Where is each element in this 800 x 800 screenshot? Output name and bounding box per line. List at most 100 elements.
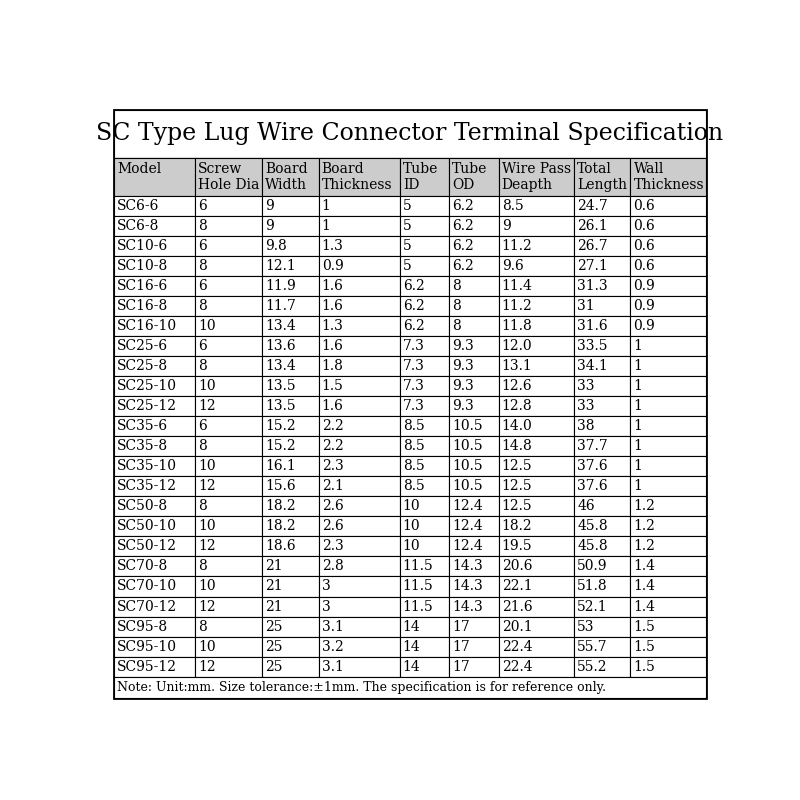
Text: 10: 10 xyxy=(402,519,421,534)
Text: 37.6: 37.6 xyxy=(578,459,608,474)
Bar xyxy=(400,436,449,456)
Text: 1.3: 1.3 xyxy=(322,319,344,334)
Text: 1.4: 1.4 xyxy=(634,599,655,614)
Text: 15.6: 15.6 xyxy=(266,479,296,494)
Bar xyxy=(400,517,449,537)
Text: SC50-8: SC50-8 xyxy=(117,499,168,514)
Text: 7.3: 7.3 xyxy=(402,359,425,374)
Bar xyxy=(449,637,498,657)
Text: 10: 10 xyxy=(198,519,216,534)
Bar xyxy=(114,597,195,617)
Text: 13.5: 13.5 xyxy=(266,399,296,414)
Text: SC25-6: SC25-6 xyxy=(117,339,168,354)
Text: 3.2: 3.2 xyxy=(322,639,343,654)
Bar xyxy=(262,657,318,677)
Text: 1: 1 xyxy=(634,359,642,374)
Bar xyxy=(114,376,195,396)
Text: Thickness: Thickness xyxy=(634,178,704,191)
Text: 13.4: 13.4 xyxy=(266,319,296,334)
Text: 33.5: 33.5 xyxy=(578,339,608,354)
Text: 6: 6 xyxy=(198,199,207,213)
Bar xyxy=(630,296,706,316)
Bar xyxy=(400,597,449,617)
Bar xyxy=(195,316,262,336)
Bar xyxy=(114,476,195,496)
Bar xyxy=(195,456,262,476)
Text: 22.1: 22.1 xyxy=(502,579,532,594)
Text: 12: 12 xyxy=(198,659,216,674)
Text: 12: 12 xyxy=(198,599,216,614)
Bar xyxy=(318,276,400,296)
Bar xyxy=(574,657,630,677)
Bar xyxy=(574,256,630,276)
Bar xyxy=(498,296,574,316)
Bar xyxy=(574,376,630,396)
Text: 0.6: 0.6 xyxy=(634,259,655,273)
Text: 12.5: 12.5 xyxy=(502,479,532,494)
Text: 2.8: 2.8 xyxy=(322,559,343,574)
Bar xyxy=(195,256,262,276)
Text: Hole Dia: Hole Dia xyxy=(198,178,259,191)
Text: 7.3: 7.3 xyxy=(402,399,425,414)
Bar xyxy=(574,456,630,476)
Text: 22.4: 22.4 xyxy=(502,659,532,674)
Bar xyxy=(498,617,574,637)
Bar xyxy=(630,356,706,376)
Text: SC50-12: SC50-12 xyxy=(117,539,177,554)
Bar xyxy=(630,617,706,637)
Bar xyxy=(574,557,630,577)
Bar xyxy=(449,537,498,557)
Text: 1.2: 1.2 xyxy=(634,539,655,554)
Text: 3: 3 xyxy=(322,599,330,614)
Text: SC50-10: SC50-10 xyxy=(117,519,177,534)
Bar xyxy=(114,456,195,476)
Bar xyxy=(195,436,262,456)
Text: 26.7: 26.7 xyxy=(578,239,608,253)
Bar xyxy=(262,517,318,537)
Text: 8: 8 xyxy=(198,439,207,454)
Text: 12.6: 12.6 xyxy=(502,379,532,394)
Text: 12.5: 12.5 xyxy=(502,499,532,514)
Text: 1.5: 1.5 xyxy=(322,379,344,394)
Text: 6: 6 xyxy=(198,239,207,253)
Text: 6.2: 6.2 xyxy=(452,259,474,273)
Text: SC25-12: SC25-12 xyxy=(117,399,177,414)
Text: 1.5: 1.5 xyxy=(634,639,655,654)
Text: SC16-10: SC16-10 xyxy=(117,319,177,334)
Text: 1.5: 1.5 xyxy=(634,619,655,634)
Text: 24.7: 24.7 xyxy=(578,199,608,213)
Bar xyxy=(449,158,498,196)
Bar xyxy=(318,256,400,276)
Bar xyxy=(449,336,498,356)
Bar xyxy=(318,158,400,196)
Bar xyxy=(114,496,195,517)
Bar xyxy=(574,158,630,196)
Text: 13.1: 13.1 xyxy=(502,359,533,374)
Bar xyxy=(262,496,318,517)
Text: 2.6: 2.6 xyxy=(322,519,343,534)
Bar xyxy=(400,456,449,476)
Bar xyxy=(574,216,630,236)
Text: SC95-10: SC95-10 xyxy=(117,639,177,654)
Text: 1.4: 1.4 xyxy=(634,579,655,594)
Text: 1: 1 xyxy=(634,479,642,494)
Text: SC35-12: SC35-12 xyxy=(117,479,177,494)
Bar xyxy=(449,557,498,577)
Bar xyxy=(318,296,400,316)
Bar xyxy=(114,356,195,376)
Bar xyxy=(630,216,706,236)
Bar xyxy=(630,396,706,416)
Text: 26.1: 26.1 xyxy=(578,219,608,233)
Bar xyxy=(114,158,706,196)
Bar xyxy=(498,256,574,276)
Bar xyxy=(262,597,318,617)
Text: SC70-10: SC70-10 xyxy=(117,579,177,594)
Bar xyxy=(574,537,630,557)
Bar xyxy=(195,336,262,356)
Bar xyxy=(449,416,498,436)
Bar xyxy=(574,476,630,496)
Text: 1.3: 1.3 xyxy=(322,239,344,253)
Text: 52.1: 52.1 xyxy=(578,599,608,614)
Bar xyxy=(574,296,630,316)
Text: 38: 38 xyxy=(578,419,594,434)
